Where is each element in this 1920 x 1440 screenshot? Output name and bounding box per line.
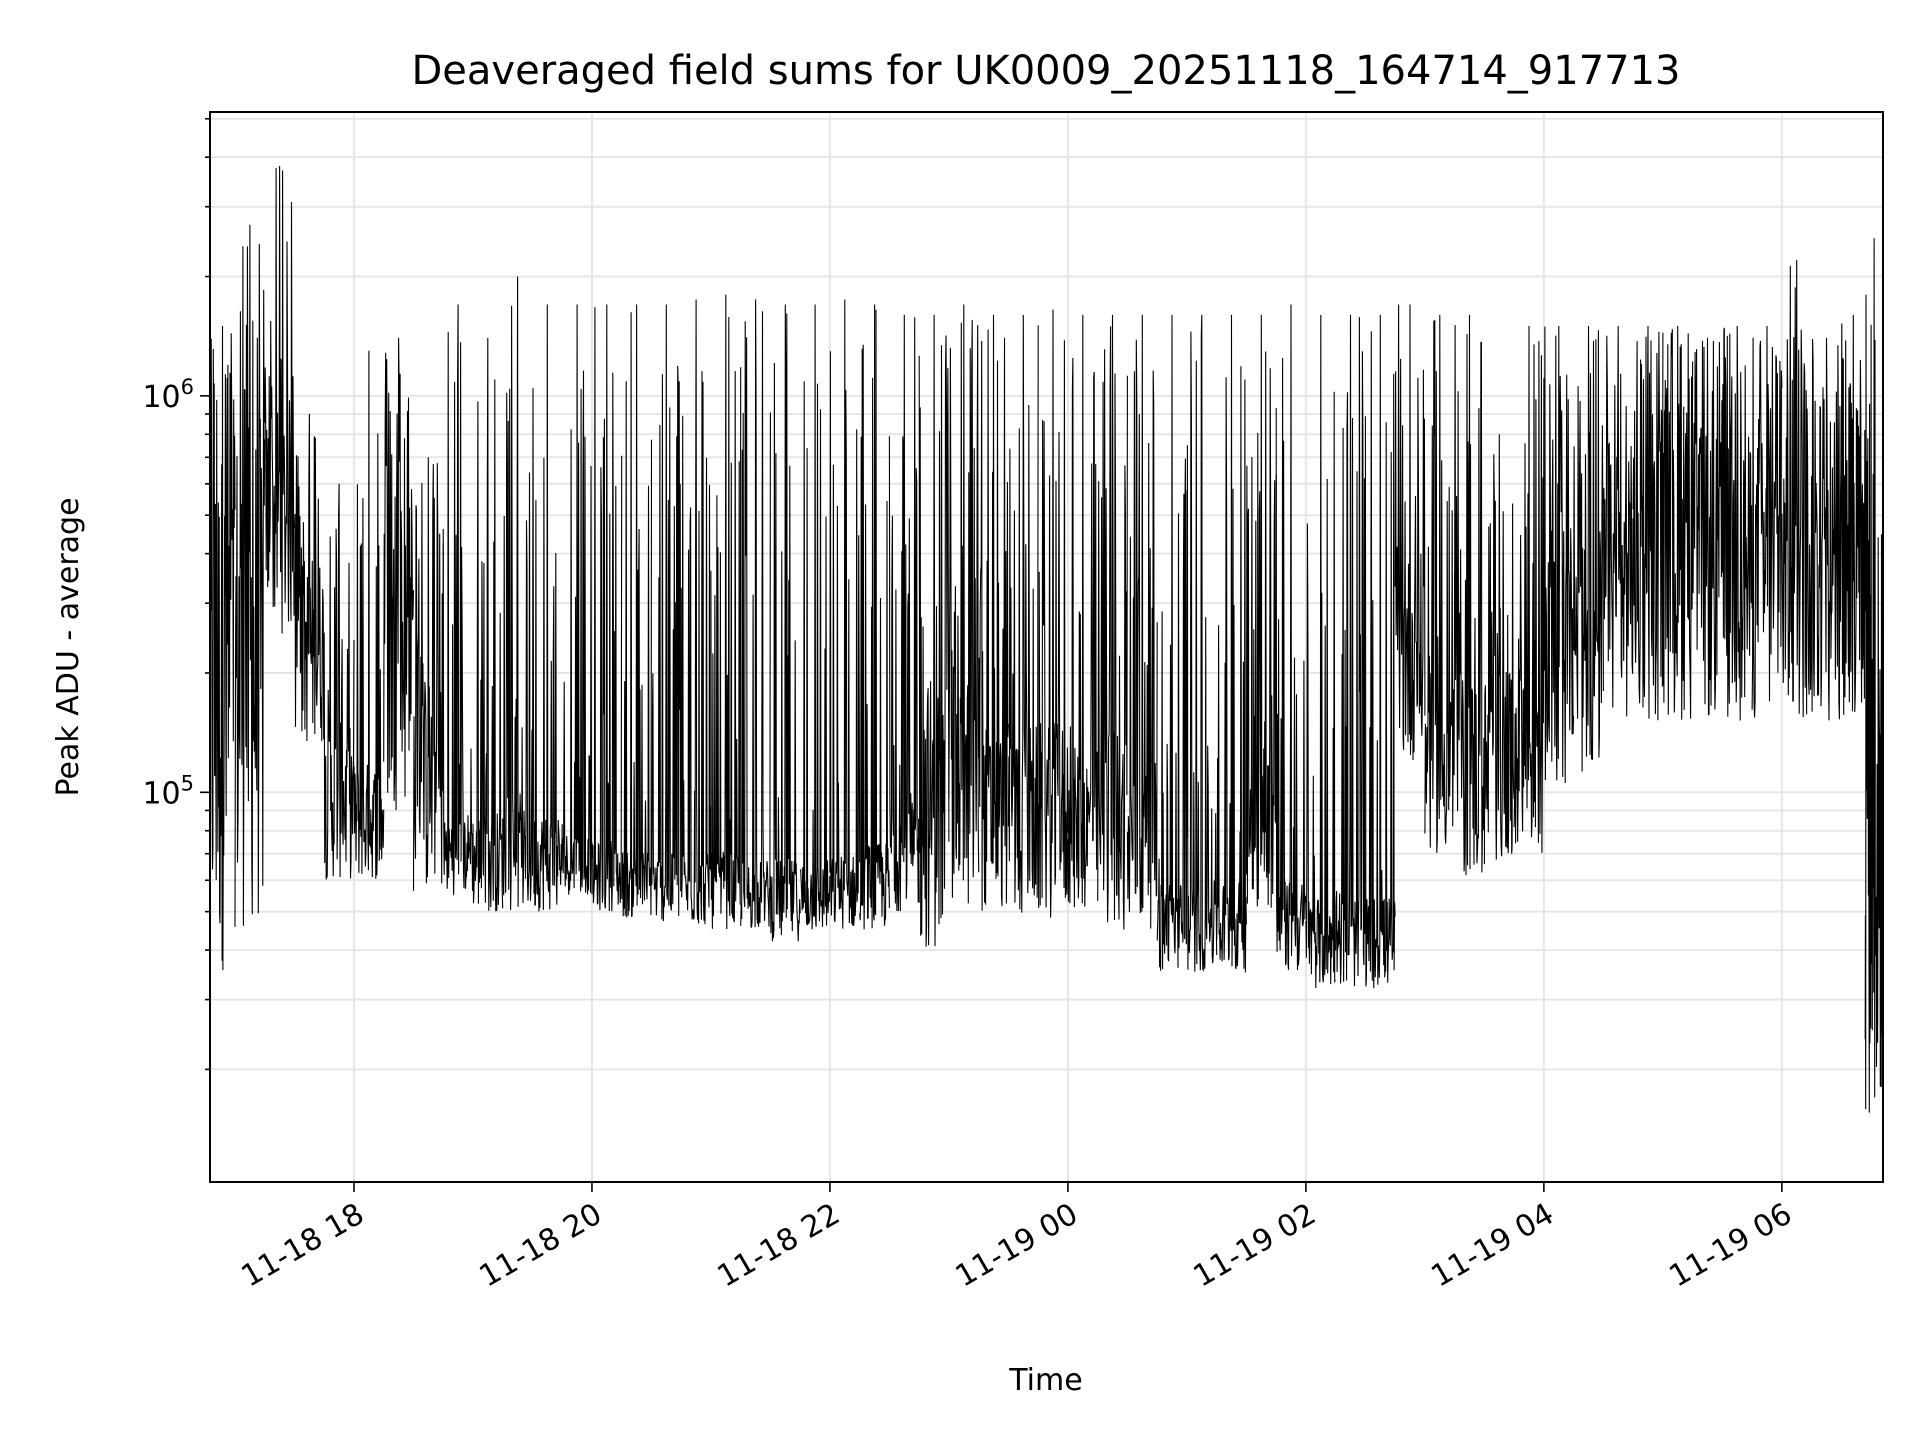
data-segment (918, 314, 950, 947)
data-segment (1811, 337, 1842, 721)
data-segment (412, 457, 444, 891)
data-segment (769, 304, 801, 942)
data-segment (948, 304, 980, 904)
data-segment (1394, 304, 1426, 761)
data-segment (561, 304, 593, 895)
data-segment (1245, 314, 1277, 908)
data-segment (1126, 314, 1158, 929)
data-segment (1275, 304, 1307, 971)
data-segment (1662, 325, 1694, 720)
data-segment (293, 413, 325, 742)
data-segment (1186, 314, 1218, 973)
data-segment (1573, 325, 1604, 772)
data-segment (1067, 314, 1099, 908)
data-segment (680, 299, 712, 925)
data-segment (502, 276, 534, 911)
data-segment (799, 304, 831, 930)
data-segment (1513, 325, 1545, 853)
data-segment (591, 304, 623, 912)
data-segment (264, 165, 296, 634)
data-segment (1751, 325, 1783, 718)
data-segment (740, 299, 771, 928)
data-segment (1840, 314, 1866, 715)
data-segment (1483, 434, 1515, 865)
data-segment (1335, 314, 1366, 987)
data-segment (1156, 314, 1188, 971)
data-segment (1037, 309, 1069, 918)
plot-frame (209, 111, 1884, 1183)
data-segment (1721, 325, 1753, 721)
data-segment (1632, 325, 1664, 721)
data-segment (1007, 314, 1039, 913)
data-segment (650, 304, 682, 922)
data-segment (323, 483, 355, 880)
data-segment (1364, 314, 1396, 989)
y-tick-label: 105 (142, 771, 194, 811)
data-segment (531, 304, 563, 912)
data-segment (978, 314, 1009, 911)
data-segment (710, 294, 742, 930)
data-segment (234, 224, 266, 927)
data-segment (1864, 238, 1884, 1113)
data-segment (1543, 325, 1575, 784)
data-segment (859, 304, 890, 930)
data-segment (621, 304, 653, 918)
data-segment (442, 304, 474, 896)
data-segment (829, 299, 861, 929)
data-segment (1454, 314, 1485, 876)
data-segment (209, 325, 236, 971)
data-segment (1216, 314, 1247, 973)
data-segment (1424, 314, 1456, 853)
data-segment (383, 337, 415, 811)
x-axis-label: Time (1008, 1363, 1082, 1398)
data-segment (1602, 325, 1634, 717)
data-segment (1692, 337, 1723, 716)
chart-title: Deaveraged field sums for UK0009_2025111… (411, 48, 1680, 94)
data-segment (1781, 260, 1813, 718)
y-tick-label: 106 (142, 375, 194, 415)
y-axis-label: Peak ADU - average (51, 497, 86, 796)
data-series (209, 165, 1884, 1113)
data-segment (472, 337, 504, 912)
data-segment (1097, 314, 1128, 930)
data-segment (888, 314, 920, 912)
data-segment (353, 350, 385, 879)
data-segment (1305, 314, 1336, 989)
